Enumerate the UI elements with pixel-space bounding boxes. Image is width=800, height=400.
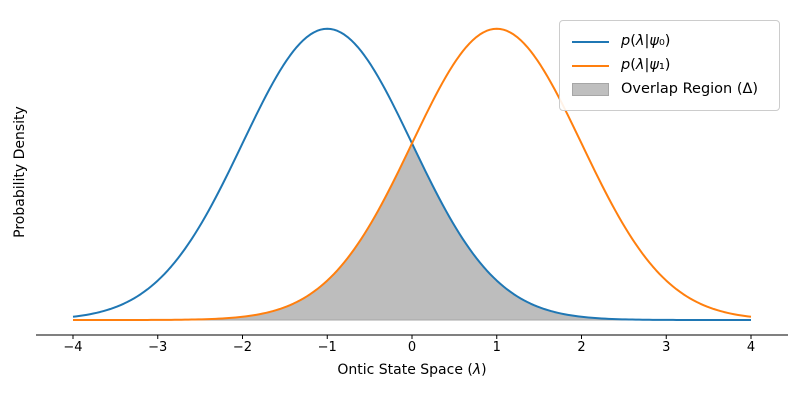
legend-label: p(λ|ψ₁)	[621, 57, 671, 74]
x-tick-label: 4	[746, 340, 756, 355]
x-tick-label: −1	[317, 340, 337, 355]
x-tick-label: −4	[63, 340, 83, 355]
legend-label: p(λ|ψ₀)	[621, 33, 671, 50]
legend-entry: p(λ|ψ₀)	[572, 34, 771, 49]
density-curve-psi1	[73, 27, 752, 321]
legend-entry: Overlap Region (Δ)	[572, 82, 771, 97]
overlap-region-fill	[73, 142, 751, 321]
x-tick-label: 0	[407, 340, 417, 355]
x-tick-label: 2	[577, 340, 586, 355]
legend-line-swatch	[572, 40, 609, 43]
legend-patch-swatch	[572, 82, 609, 96]
x-tick-label: −2	[232, 340, 253, 355]
x-tick-label: 1	[492, 340, 501, 355]
legend: p(λ|ψ₀) p(λ|ψ₁) Overlap Region (Δ)	[559, 20, 780, 111]
legend-label: Overlap Region (Δ)	[621, 81, 759, 98]
legend-entry: p(λ|ψ₁)	[572, 58, 771, 73]
y-axis-label: Probability Density	[12, 106, 28, 238]
x-axis-label: Ontic State Space (λ)	[337, 362, 487, 378]
legend-line-swatch	[572, 64, 609, 67]
x-tick-label: 3	[662, 340, 671, 355]
x-tick-label: −3	[148, 340, 168, 355]
